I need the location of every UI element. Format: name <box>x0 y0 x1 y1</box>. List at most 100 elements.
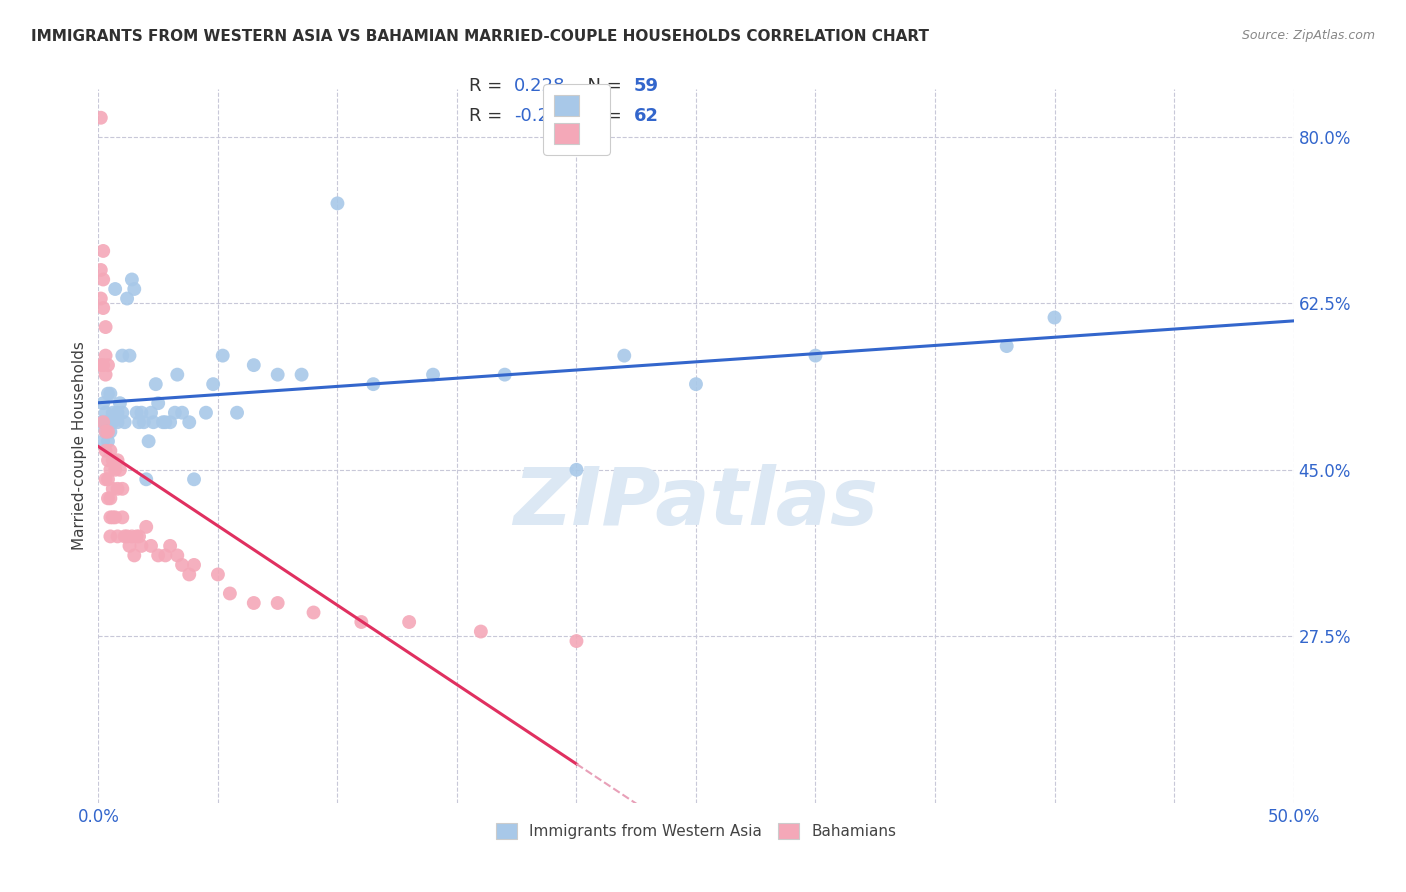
Point <box>135 520 157 534</box>
Point <box>363 377 385 392</box>
Point <box>97 453 120 467</box>
Text: N =: N = <box>576 77 628 95</box>
Point <box>98 386 122 401</box>
Point <box>98 529 122 543</box>
Point <box>101 482 124 496</box>
Point <box>211 349 233 363</box>
Point <box>350 615 373 629</box>
Point <box>139 539 162 553</box>
Point <box>142 415 165 429</box>
Point <box>107 415 129 429</box>
Point <box>124 549 146 563</box>
Point <box>94 320 117 334</box>
Point <box>183 472 205 486</box>
Text: N =: N = <box>576 107 628 125</box>
Point <box>101 453 124 467</box>
Point <box>207 567 229 582</box>
Point <box>97 358 120 372</box>
Point <box>97 472 120 486</box>
Text: 59: 59 <box>634 77 659 95</box>
Point <box>121 529 143 543</box>
Point <box>179 567 201 582</box>
Text: Source: ZipAtlas.com: Source: ZipAtlas.com <box>1241 29 1375 42</box>
Point <box>243 596 266 610</box>
Point <box>226 406 249 420</box>
Point <box>91 244 114 258</box>
Point <box>159 539 181 553</box>
Text: 62: 62 <box>634 107 659 125</box>
Point <box>107 406 129 420</box>
Point <box>267 596 290 610</box>
Point <box>91 272 114 286</box>
Point <box>565 634 588 648</box>
Point <box>94 443 117 458</box>
Point <box>97 386 120 401</box>
Point <box>148 549 170 563</box>
Point <box>111 482 134 496</box>
Point <box>101 510 124 524</box>
Point <box>470 624 492 639</box>
Point <box>422 368 444 382</box>
Point <box>145 377 167 392</box>
Point <box>155 549 177 563</box>
Point <box>115 292 138 306</box>
Point <box>135 472 157 486</box>
Point <box>804 349 827 363</box>
Point <box>91 358 114 372</box>
Point <box>565 463 588 477</box>
Point <box>111 349 134 363</box>
Point <box>128 415 150 429</box>
Point <box>115 529 138 543</box>
Point <box>90 111 112 125</box>
Point <box>179 415 201 429</box>
Point <box>152 415 174 429</box>
Point <box>302 606 325 620</box>
Point <box>98 443 122 458</box>
Point <box>202 377 225 392</box>
Point <box>94 406 117 420</box>
Point <box>163 406 186 420</box>
Point <box>118 539 141 553</box>
Point <box>219 586 242 600</box>
Point <box>97 425 120 439</box>
Point <box>166 368 188 382</box>
Point <box>267 368 290 382</box>
Point <box>90 292 112 306</box>
Point <box>101 406 124 420</box>
Point <box>104 282 127 296</box>
Point <box>94 349 117 363</box>
Point <box>995 339 1018 353</box>
Point <box>90 358 112 372</box>
Point <box>97 491 120 506</box>
Point <box>155 415 177 429</box>
Point <box>107 482 129 496</box>
Point <box>1043 310 1066 325</box>
Point <box>494 368 516 382</box>
Point <box>98 463 122 477</box>
Point <box>98 425 122 439</box>
Point <box>613 349 636 363</box>
Point <box>326 196 349 211</box>
Point <box>97 434 120 449</box>
Text: R =: R = <box>470 77 508 95</box>
Point <box>90 415 112 429</box>
Point <box>121 272 143 286</box>
Legend: Immigrants from Western Asia, Bahamians: Immigrants from Western Asia, Bahamians <box>488 815 904 847</box>
Point <box>195 406 218 420</box>
Point <box>101 415 124 429</box>
Point <box>107 453 129 467</box>
Point <box>91 301 114 315</box>
Point <box>128 529 150 543</box>
Text: R =: R = <box>470 107 508 125</box>
Point <box>114 529 136 543</box>
Point <box>398 615 420 629</box>
Point <box>148 396 170 410</box>
Point <box>91 415 114 429</box>
Point <box>91 434 114 449</box>
Point <box>132 415 155 429</box>
Point <box>94 425 117 439</box>
Point <box>98 491 122 506</box>
Point <box>98 510 122 524</box>
Text: IMMIGRANTS FROM WESTERN ASIA VS BAHAMIAN MARRIED-COUPLE HOUSEHOLDS CORRELATION C: IMMIGRANTS FROM WESTERN ASIA VS BAHAMIAN… <box>31 29 929 44</box>
Point <box>183 558 205 572</box>
